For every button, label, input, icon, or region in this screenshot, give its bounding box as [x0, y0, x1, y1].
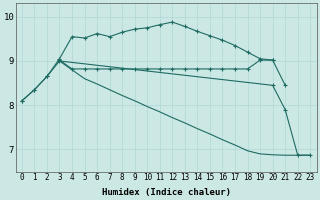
X-axis label: Humidex (Indice chaleur): Humidex (Indice chaleur): [101, 188, 231, 197]
